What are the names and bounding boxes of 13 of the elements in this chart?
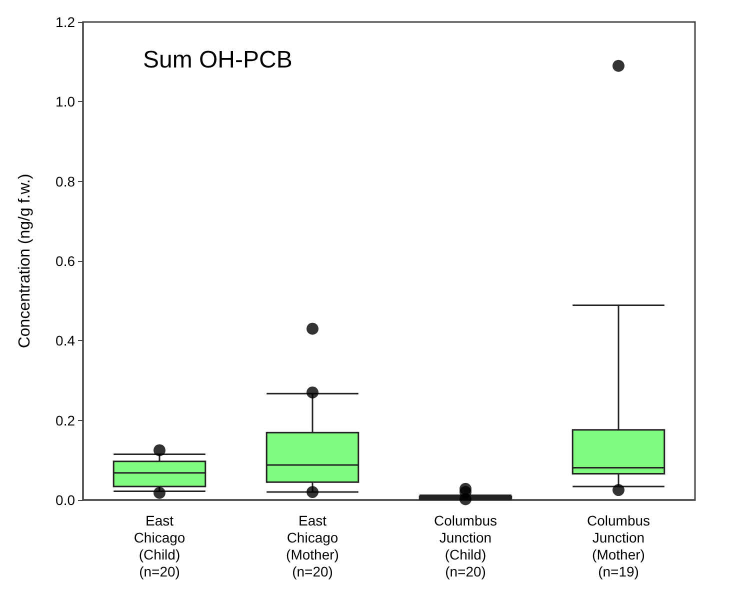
x-tick-label: Columbus Junction (Child) (n=20) [434,512,498,580]
y-tick-label: 1.0 [56,94,76,110]
x-tick-label: East Chicago (Child) (n=20) [134,512,186,580]
y-tick-label: 0.6 [56,253,76,269]
y-tick-label: 0.2 [56,412,76,428]
x-tick-label: East Chicago (Mother) (n=20) [286,512,339,580]
y-tick-label: 1.2 [56,14,76,30]
y-axis-title: Concentration (ng/g f.w.) [16,174,34,348]
y-tick-label: 0.4 [56,332,76,349]
y-tick-label: 0.0 [56,492,76,508]
annotation: Sum OH-PCB [143,46,292,74]
x-tick-label: Columbus Junction (Mother) (n=19) [586,512,650,580]
y-tick-label: 0.8 [56,173,76,190]
